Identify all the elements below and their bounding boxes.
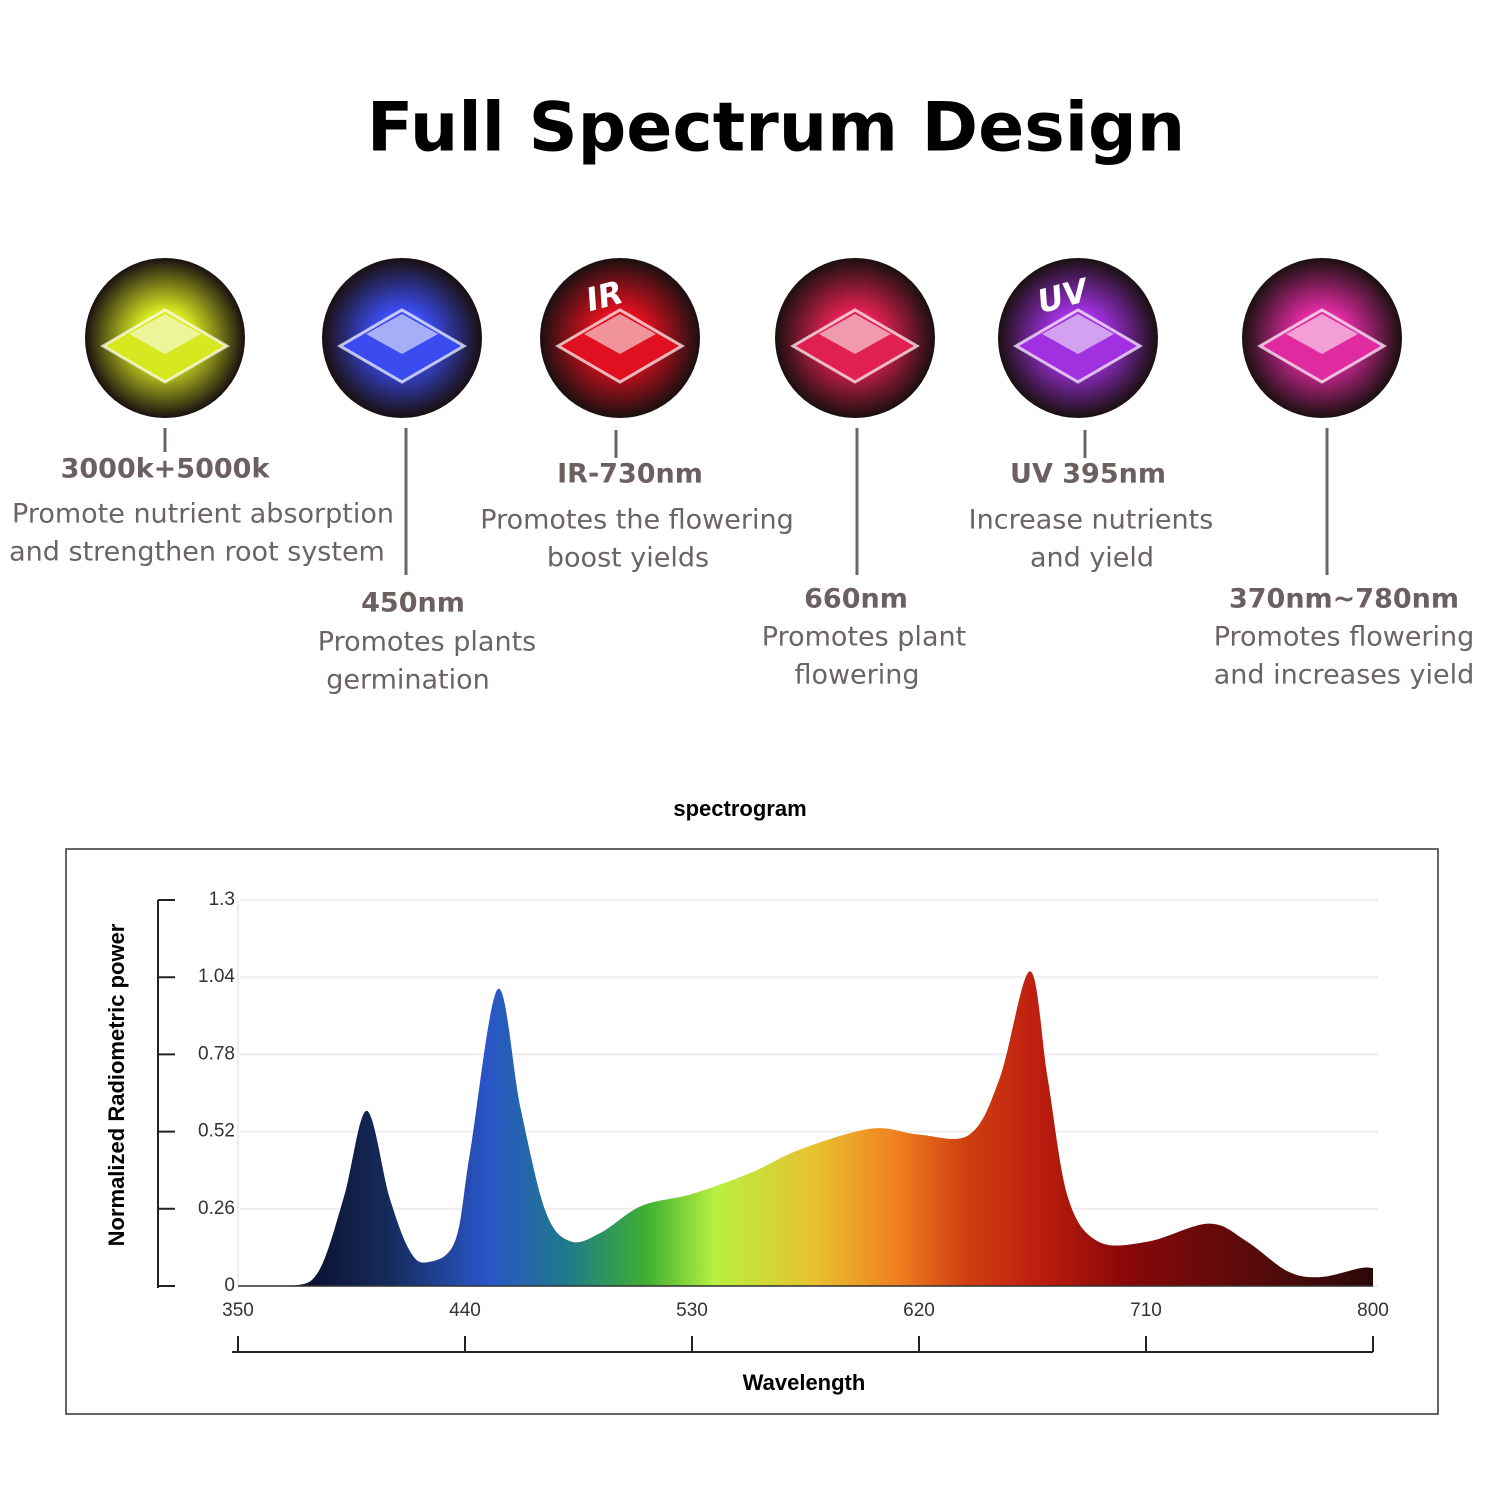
spectrum-area	[238, 971, 1373, 1286]
item-label: 370nm~780nm	[1229, 584, 1459, 615]
items: 3000k+5000k Promote nutrient absorption an…	[9, 258, 1474, 696]
item-label: IR-730nm	[557, 459, 703, 490]
item-desc: Promotes the flowering	[480, 505, 793, 536]
item-label: 3000k+5000k	[61, 454, 271, 485]
y-tick-label: 1.04	[198, 966, 235, 987]
chip-top	[1042, 314, 1114, 354]
chart-frame	[65, 848, 1439, 1415]
chip-top	[366, 314, 438, 354]
x-tick-label: 350	[222, 1300, 254, 1321]
x-axis-label: Wavelength	[743, 1370, 866, 1395]
item-desc: Promote nutrient absorption	[12, 499, 394, 530]
item-label: UV 395nm	[1010, 459, 1166, 490]
item-label: 450nm	[361, 588, 465, 619]
item-desc: Promotes plants	[318, 627, 536, 658]
chart: spectrogram Wavelength Normalized Radiomet…	[104, 796, 1389, 1395]
item-desc: and yield	[1030, 543, 1154, 574]
item-desc: boost yields	[547, 543, 709, 574]
chip-top	[129, 314, 201, 354]
chip-top	[584, 314, 656, 354]
chart-title: spectrogram	[673, 796, 806, 821]
x-tick-label: 620	[903, 1300, 935, 1321]
item-desc: Increase nutrients	[969, 505, 1214, 536]
y-tick-label: 0	[224, 1275, 235, 1296]
x-tick-label: 530	[676, 1300, 708, 1321]
page-title: Full Spectrum Design	[367, 89, 1185, 168]
x-tick-label: 800	[1357, 1300, 1389, 1321]
x-tick-label: 440	[449, 1300, 481, 1321]
y-tick-label: 0.78	[198, 1043, 235, 1064]
item-desc: and strengthen root system	[9, 537, 385, 568]
chip-top	[819, 314, 891, 354]
item-desc: germination	[326, 665, 490, 696]
item-desc: flowering	[794, 660, 919, 691]
item-desc: and increases yield	[1214, 660, 1475, 691]
item-desc: Promotes plant	[762, 622, 966, 653]
y-tick-label: 0.52	[198, 1121, 235, 1142]
y-tick-label: 1.3	[209, 889, 235, 910]
item-desc: Promotes flowering	[1214, 622, 1475, 653]
y-axis-label: Normalized Radiometric power	[104, 923, 129, 1246]
x-tick-label: 710	[1130, 1300, 1162, 1321]
item-label: 660nm	[804, 584, 908, 615]
chip-top	[1286, 314, 1358, 354]
y-tick-label: 0.26	[198, 1198, 235, 1219]
